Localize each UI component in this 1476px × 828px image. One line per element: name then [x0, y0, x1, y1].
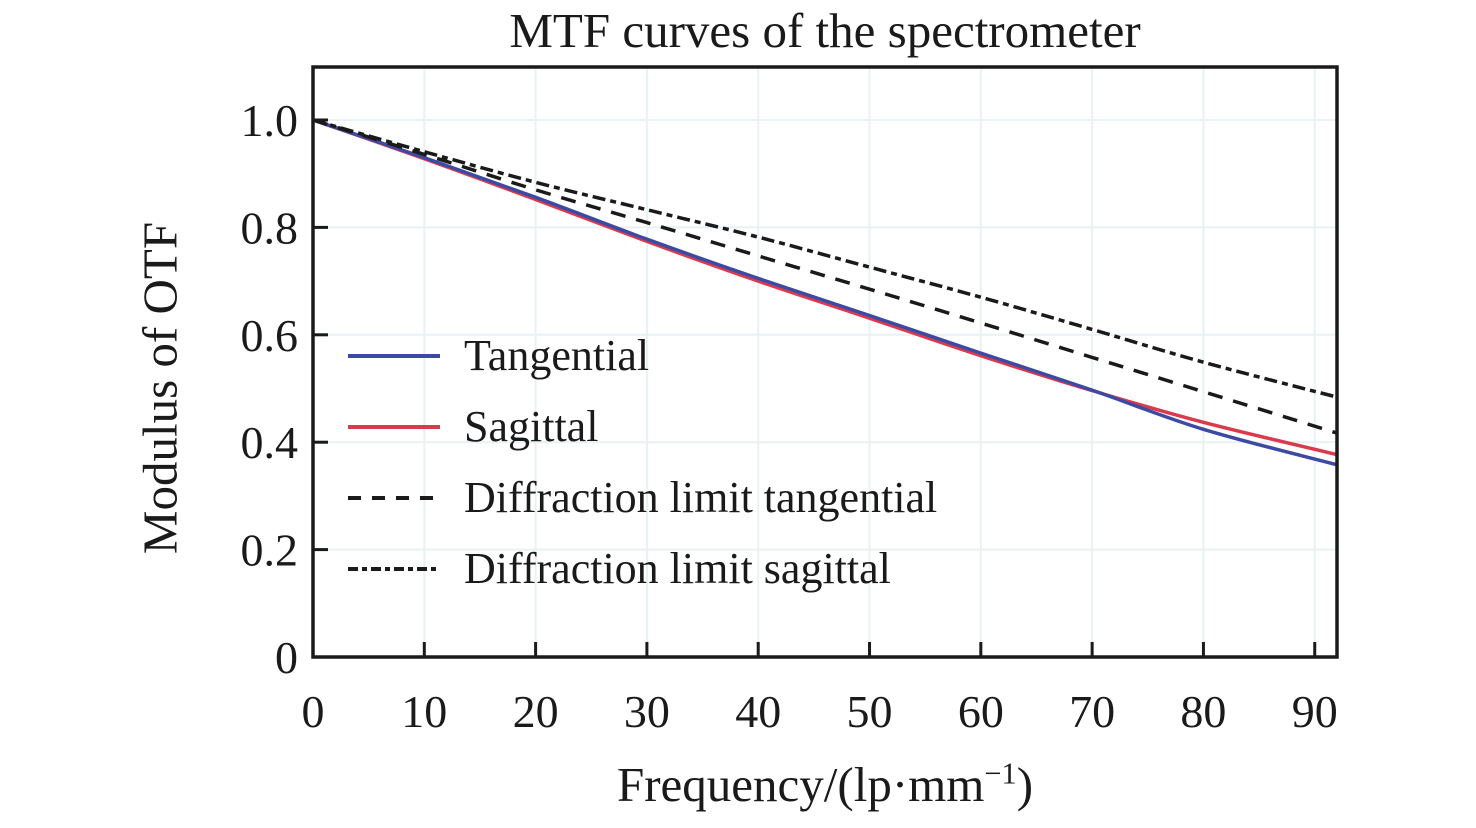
y-tick-label: 0.6 — [241, 310, 299, 361]
x-tick-label: 90 — [1292, 686, 1338, 737]
curve-diffraction-limit-tangential — [312, 118, 1338, 435]
legend-item-tangential: Tangential — [348, 320, 937, 391]
x-tick-label: 70 — [1069, 686, 1115, 737]
legend: Tangential Sagittal Diffraction limit ta… — [348, 320, 937, 604]
tangential-line-swatch — [348, 353, 440, 358]
x-tick-label: 80 — [1180, 686, 1226, 737]
chart-title: MTF curves of the spectrometer — [509, 3, 1141, 58]
axis-frame — [311, 65, 1339, 659]
x-tick-label: 0 — [302, 686, 325, 737]
x-axis-label: Frequency/(lp·mm−1) — [313, 756, 1337, 813]
y-tick-label: 0.8 — [241, 202, 299, 253]
diffraction-limit-tangential-line-swatch — [348, 495, 440, 500]
y-tick-label: 0.4 — [241, 417, 299, 468]
legend-label-diffraction-limit-sagittal: Diffraction limit sagittal — [464, 544, 891, 593]
legend-item-sagittal: Sagittal — [348, 391, 937, 462]
x-tick-label: 30 — [624, 686, 670, 737]
curve-diffraction-limit-sagittal — [312, 118, 1338, 399]
x-axis-label-close: ) — [1016, 757, 1034, 812]
y-tick-label: 1.0 — [241, 95, 299, 146]
legend-label-sagittal: Sagittal — [464, 402, 599, 451]
y-tick-label: 0 — [275, 632, 298, 683]
legend-label-diffraction-limit-tangential: Diffraction limit tangential — [464, 473, 938, 522]
x-tick-label: 60 — [958, 686, 1004, 737]
diffraction-limit-sagittal-line-swatch — [348, 566, 440, 571]
sagittal-line-swatch — [348, 424, 440, 429]
legend-label-tangential: Tangential — [464, 331, 650, 380]
x-axis-label-superscript: −1 — [984, 756, 1017, 791]
legend-item-diffraction-limit-tangential: Diffraction limit tangential — [348, 462, 937, 533]
legend-item-diffraction-limit-sagittal: Diffraction limit sagittal — [348, 533, 937, 604]
y-tick-label: 0.2 — [241, 525, 299, 576]
x-tick-label: 40 — [735, 686, 781, 737]
x-axis-label-main: Frequency/(lp·mm — [616, 757, 985, 812]
x-tick-label: 50 — [847, 686, 893, 737]
curve-tangential — [312, 118, 1338, 467]
x-tick-label: 20 — [513, 686, 559, 737]
x-tick-label: 10 — [401, 686, 447, 737]
